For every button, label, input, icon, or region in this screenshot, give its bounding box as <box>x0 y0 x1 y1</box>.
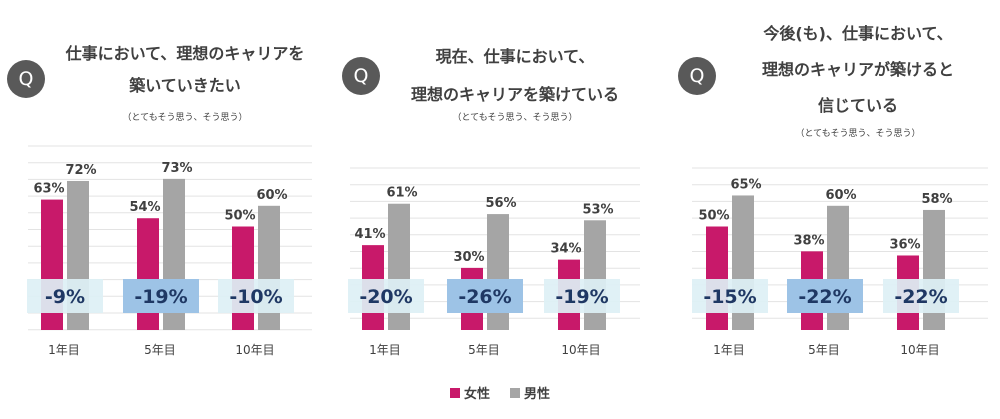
data-label-female: 41% <box>354 227 385 242</box>
legend-item-female: 女性 <box>449 383 490 402</box>
chart-title: 今後(も)、仕事において、 理想のキャリアが築けると 信じている <box>723 16 993 124</box>
chart-title: 仕事において、理想のキャリアを 築いていきたい <box>50 38 320 102</box>
data-label-male: 58% <box>921 192 952 207</box>
gap-box <box>692 279 768 313</box>
legend-label: 男性 <box>524 387 551 402</box>
chart-subtitle: （とてもそう思う、そう思う） <box>795 129 921 139</box>
legend-swatch-male <box>510 387 520 398</box>
gap-label: -20% <box>359 286 412 308</box>
gap-label: -22% <box>798 286 851 308</box>
gap-box <box>218 279 294 313</box>
gap-label: -15% <box>703 286 756 308</box>
legend-item-male: 男性 <box>510 383 550 402</box>
bar-female <box>137 218 159 330</box>
gap-box <box>787 279 863 313</box>
data-label-male: 72% <box>65 163 96 178</box>
bar-chart-3: 50% 65% -15% 1年目 38% 60% -22% 5年目 36% 58% -22% 10年目 <box>692 167 988 357</box>
data-label-male: 53% <box>582 202 613 217</box>
bar-chart-2: 41% 61% -20% 1年目 30% 56% -26% 5年目 34% 53% -19% 10年目 <box>348 167 640 357</box>
question-badge: Q <box>678 57 716 95</box>
data-label-male: 60% <box>256 188 287 203</box>
legend: 女性 男性 <box>0 383 1000 402</box>
x-tick-label: 1年目 <box>713 343 745 357</box>
data-label-female: 36% <box>889 237 920 252</box>
chart-panel-2: Q 現在、仕事において、 理想のキャリアを築けている （とてもそう思う、そう思う… <box>335 0 640 370</box>
legend-swatch-female <box>449 387 460 398</box>
bar-female <box>232 226 254 330</box>
data-label-female: 34% <box>550 242 581 257</box>
chart-title-line: 築いていきたい <box>129 76 241 95</box>
question-badge: Q <box>342 57 380 95</box>
gap-label: -19% <box>134 286 187 308</box>
gap-label: -19% <box>555 286 608 308</box>
bar-male <box>584 220 606 330</box>
data-label-male: 65% <box>730 177 761 192</box>
gap-label: -26% <box>458 286 511 308</box>
chart-title-line: 理想のキャリアを築けている <box>410 85 619 104</box>
x-tick-label: 5年目 <box>144 343 176 357</box>
bar-female <box>706 226 728 330</box>
x-tick-label: 1年目 <box>48 343 80 357</box>
chart-title: 現在、仕事において、 理想のキャリアを築けている <box>390 38 640 114</box>
data-label-female: 38% <box>793 233 824 248</box>
data-label-female: 50% <box>698 209 729 224</box>
x-tick-label: 10年目 <box>561 343 600 357</box>
chart-panel-3: Q 今後(も)、仕事において、 理想のキャリアが築けると 信じている （とてもそ… <box>668 0 988 370</box>
chart-subtitle: （とてもそう思う、そう思う） <box>452 113 578 123</box>
data-label-female: 30% <box>453 250 484 265</box>
chart-title-line: 現在、仕事において、 <box>435 47 595 66</box>
gap-box <box>447 279 523 313</box>
gap-label: -9% <box>45 286 85 308</box>
bar-chart-1: 63%72% -9% 1年目 54% 73% -19% 5年目 50%60% -10% 10年目 <box>27 145 312 357</box>
data-label-male: 60% <box>825 188 856 203</box>
gap-label: -22% <box>894 286 947 308</box>
data-label-female: 50% <box>224 209 255 224</box>
gap-box <box>883 279 959 313</box>
gap-box <box>544 279 620 313</box>
gap-label: -10% <box>229 286 282 308</box>
question-badge: Q <box>7 60 45 98</box>
x-tick-label: 1年目 <box>369 343 401 357</box>
x-tick-label: 10年目 <box>235 343 274 357</box>
gap-box <box>123 279 199 313</box>
gap-box <box>348 279 424 313</box>
data-label-female: 54% <box>129 200 160 215</box>
data-label-female: 63% <box>33 182 64 197</box>
chart-title-line: 仕事において、理想のキャリアを <box>65 44 305 63</box>
chart-subtitle: （とてもそう思う、そう思う） <box>122 113 248 123</box>
chart-title-line: 信じている <box>817 96 898 115</box>
data-label-male: 56% <box>485 196 516 211</box>
x-tick-label: 10年目 <box>900 343 939 357</box>
x-tick-label: 5年目 <box>808 343 840 357</box>
data-label-male: 73% <box>161 161 192 176</box>
chart-title-line: 今後(も)、仕事において、 <box>763 24 953 43</box>
chart-title-line: 理想のキャリアが築けると <box>761 60 954 79</box>
gap-box <box>27 279 103 313</box>
data-label-male: 61% <box>386 186 417 201</box>
chart-panel-1: Q 仕事において、理想のキャリアを 築いていきたい （とてもそう思う、そう思う）… <box>0 0 312 370</box>
x-tick-label: 5年目 <box>468 343 500 357</box>
legend-label: 女性 <box>463 387 490 402</box>
